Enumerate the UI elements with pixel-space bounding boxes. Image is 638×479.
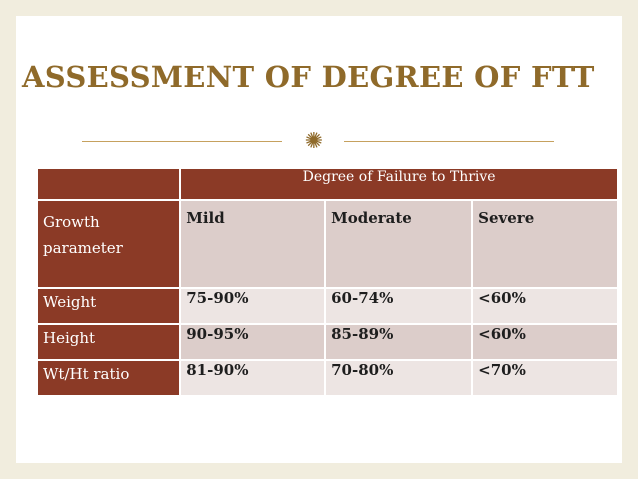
row-label: Growth parameter [35,199,182,289]
cell-severe: Severe [471,199,619,289]
divider-line-right [344,141,554,142]
table-cell: 70-80% [324,359,474,397]
table-cell: <60% [471,287,619,325]
row-label-line1: Growth [43,213,100,231]
table-cell: 90-95% [179,323,327,361]
table-cell: 85-89% [324,323,474,361]
table-row: Growth parameter Mild Moderate Severe [35,199,619,289]
row-label: Weight [35,287,182,325]
divider-line-left [82,141,282,142]
cell-mild: Mild [179,199,327,289]
cell-moderate: Moderate [324,199,474,289]
slide: ASSESSMENT OF DEGREE OF FTT ✺ Degree of … [16,16,622,463]
title-divider: ✺ [82,129,554,154]
table-header-title: Degree of Failure to Thrive [179,167,619,201]
table-row: Height 90-95% 85-89% <60% [35,323,619,361]
table-row: Weight 75-90% 60-74% <60% [35,287,619,325]
table-cell: <70% [471,359,619,397]
table-row: Wt/Ht ratio 81-90% 70-80% <70% [35,359,619,397]
ftt-table: Degree of Failure to Thrive Growth param… [35,167,619,397]
row-label: Height [35,323,182,361]
header-corner-cell [35,167,182,201]
row-label-line2: parameter [43,239,123,257]
table-cell: 81-90% [179,359,327,397]
table-cell: <60% [471,323,619,361]
row-label: Wt/Ht ratio [35,359,182,397]
slide-title: ASSESSMENT OF DEGREE OF FTT [22,60,595,94]
ornament-icon: ✺ [304,129,324,154]
table-header-row: Degree of Failure to Thrive [35,167,619,201]
table-cell: 75-90% [179,287,327,325]
table-cell: 60-74% [324,287,474,325]
